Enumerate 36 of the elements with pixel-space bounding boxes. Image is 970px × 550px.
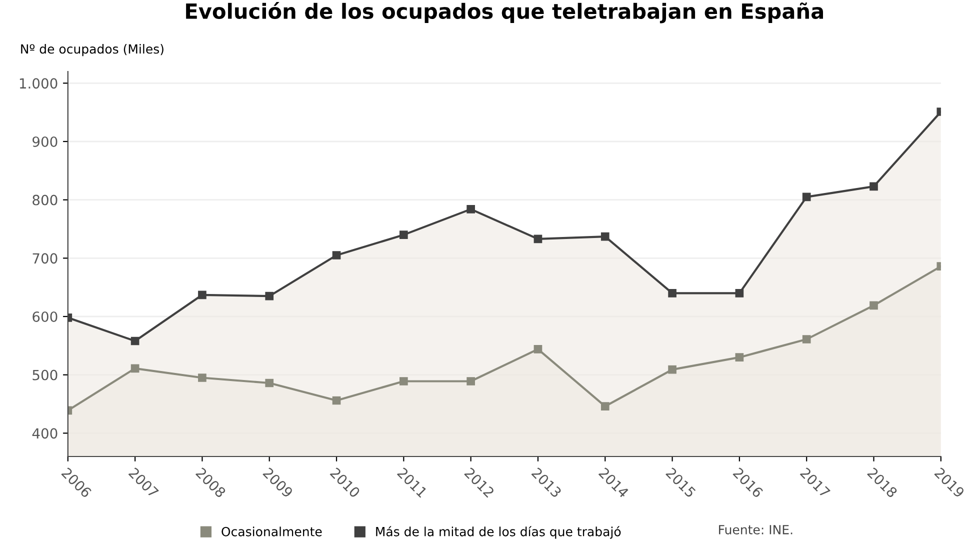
point <box>265 292 274 300</box>
point <box>668 289 676 298</box>
legend-label: Ocasionalmente <box>222 526 322 536</box>
point <box>802 192 811 202</box>
y-tick-label: 900 <box>32 136 58 147</box>
point <box>130 336 140 346</box>
point <box>668 365 676 374</box>
point <box>198 374 206 382</box>
point <box>466 377 475 386</box>
point <box>534 345 542 354</box>
point <box>735 289 744 298</box>
point <box>466 205 475 214</box>
point <box>400 377 408 386</box>
y-tick-label: 800 <box>32 194 58 206</box>
y-tick-label: 600 <box>32 311 58 322</box>
point <box>130 364 140 373</box>
point <box>198 290 206 300</box>
point <box>802 335 811 344</box>
y-tick-label: 400 <box>32 428 58 439</box>
y-tick-label: 500 <box>32 370 58 380</box>
point <box>600 232 610 241</box>
point <box>870 301 878 310</box>
chart-title: Evolución de los ocupados que teletrabajan en España <box>186 2 823 24</box>
point <box>265 378 274 388</box>
y-tick-label: 1.000 <box>20 78 58 89</box>
point <box>600 402 610 410</box>
legend-label: Más de la mitad de los días que trabajó <box>376 526 621 539</box>
point <box>735 353 744 362</box>
point <box>400 230 408 239</box>
point <box>332 251 341 260</box>
point <box>332 396 341 405</box>
point <box>870 182 878 191</box>
y-axis-title: Nº de ocupados (Miles) <box>21 44 164 56</box>
source-note: Fuente: INE. <box>719 525 792 534</box>
y-tick-label: 700 <box>32 253 58 264</box>
point <box>534 234 542 244</box>
